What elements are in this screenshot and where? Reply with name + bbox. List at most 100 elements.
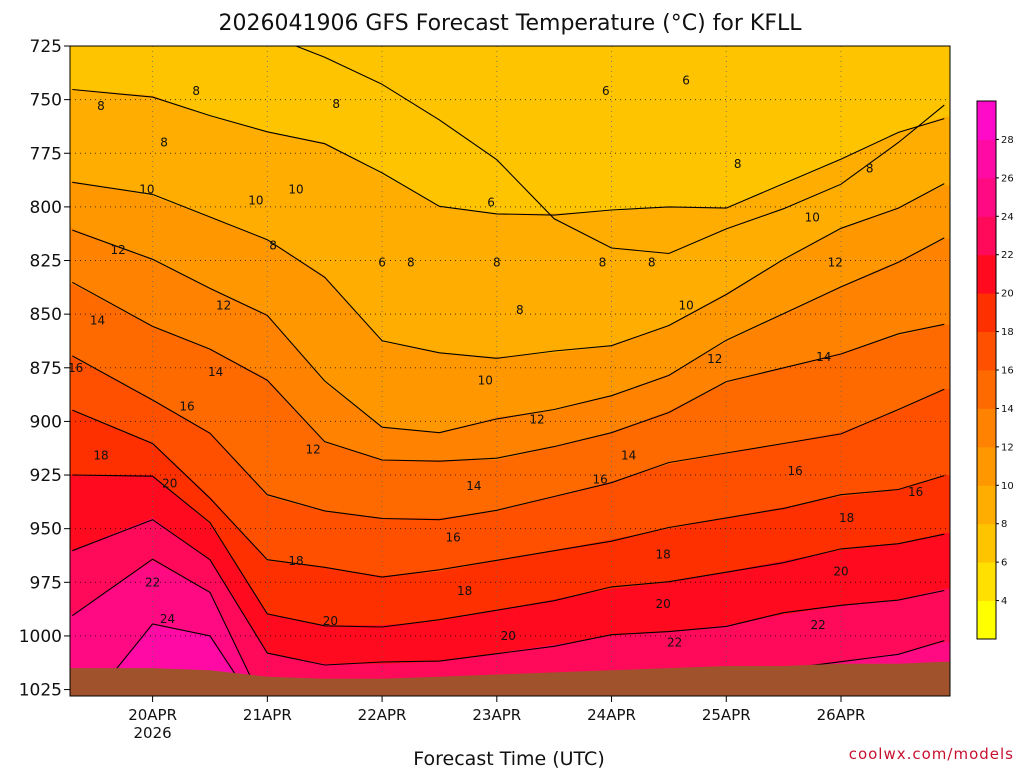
- isotherm-18c: [72, 409, 945, 578]
- credit-text: coolwx.com/models: [849, 745, 1014, 763]
- contour-label: 12: [828, 256, 843, 270]
- contour-label: 6: [682, 73, 690, 87]
- chart-title: 2026041906 GFS Forecast Temperature (°C)…: [218, 11, 802, 36]
- colorbar-label: 14: [1001, 404, 1014, 415]
- colorbar-swatch-10: [977, 446, 996, 486]
- contour-label: 8: [734, 157, 742, 171]
- colorbar-label: 18: [1001, 327, 1014, 338]
- contour-label: 10: [805, 211, 820, 225]
- contour-label: 8: [192, 84, 200, 98]
- contour-label: 14: [466, 479, 481, 493]
- isotherm-14c: [72, 281, 945, 462]
- colorbar-swatch-2: [977, 600, 996, 640]
- colorbar-label: 22: [1001, 250, 1014, 261]
- contour-label: 22: [145, 575, 160, 589]
- contour-label: 20: [833, 565, 848, 579]
- surface-ground: [70, 661, 950, 696]
- isotherm-22c: [72, 519, 945, 666]
- contour-label: 16: [908, 485, 923, 499]
- colorbar-label: 20: [1001, 289, 1014, 300]
- contour-label: 14: [90, 314, 105, 328]
- y-tick-label: 1000: [19, 627, 62, 647]
- contour-label: 12: [111, 243, 126, 257]
- colorbar-label: 4: [1001, 596, 1007, 607]
- colorbar-label: 8: [1001, 519, 1007, 530]
- colorbar-label: 10: [1001, 481, 1014, 492]
- contour-label: 12: [306, 442, 321, 456]
- contour-label: 16: [179, 399, 194, 413]
- contour-label: 10: [678, 299, 693, 313]
- contour-label: 16: [787, 464, 802, 478]
- y-tick-label: 725: [30, 37, 62, 57]
- isotherm-6c: [294, 46, 945, 255]
- contour-label: 6: [378, 256, 386, 270]
- contour-label: 8: [866, 161, 874, 175]
- isotherm-lines: [71, 46, 945, 696]
- y-tick-label: 1025: [19, 681, 62, 701]
- contour-label: 16: [68, 361, 83, 375]
- y-tick-label: 750: [30, 91, 62, 111]
- contour-label: 22: [667, 635, 682, 649]
- contour-label: 8: [516, 303, 524, 317]
- contour-label: 12: [707, 352, 722, 366]
- x-tick-label: 23APR: [472, 706, 521, 724]
- isotherm-12c: [72, 229, 945, 434]
- y-tick-label: 950: [30, 520, 62, 540]
- grid-lines: [70, 45, 950, 696]
- colorbar-label: 12: [1001, 442, 1014, 453]
- y-tick-label: 925: [30, 466, 62, 486]
- contour-label: 20: [323, 614, 338, 628]
- x-tick-label: 25APR: [702, 706, 751, 724]
- colorbar-swatch-24: [977, 177, 996, 217]
- y-tick-label: 800: [30, 198, 62, 218]
- colorbar-label: 28: [1001, 135, 1014, 146]
- isotherm-16c: [72, 355, 945, 521]
- contour-label: 12: [529, 412, 544, 426]
- colorbar-swatch-12: [977, 408, 996, 448]
- contour-label: 8: [599, 256, 607, 270]
- y-tick-label: 900: [30, 412, 62, 432]
- plot-frame: [69, 45, 951, 697]
- contour-label: 10: [288, 183, 303, 197]
- colorbar-swatch-14: [977, 370, 996, 409]
- x-tick-label: 22APR: [358, 706, 407, 724]
- contour-label: 18: [457, 584, 472, 598]
- contour-label: 18: [656, 547, 671, 561]
- contour-label: 8: [269, 239, 277, 253]
- contour-label: 18: [288, 554, 303, 568]
- contour-label: 10: [478, 374, 493, 388]
- contour-label: 14: [621, 449, 636, 463]
- contour-labels: 8 8 8 8 6 6 8 8 10 10 10 6 8 6 8 8 8 8 8 10 12 12 12 10 14 16 14 10…: [68, 73, 923, 649]
- contour-label: 16: [592, 472, 607, 486]
- y-axis: 725 750 775 800 825 850 875 900 925 950 975 1000 102…: [19, 37, 70, 701]
- colorbar-swatch-16: [977, 331, 996, 371]
- x-tick-label: 24APR: [587, 706, 636, 724]
- contour-label: 10: [139, 183, 154, 197]
- contour-label: 8: [332, 97, 340, 111]
- isotherm-20c: [72, 474, 945, 628]
- contour-label: 10: [248, 194, 263, 208]
- isotherm-10c: [72, 181, 945, 359]
- x-tick-label: 21APR: [243, 706, 292, 724]
- colorbar-swatch-26: [977, 139, 996, 179]
- colorbar-swatch-20: [977, 254, 996, 294]
- contour-label: 16: [446, 530, 461, 544]
- contour-label: 18: [93, 449, 108, 463]
- contour-label: 18: [839, 511, 854, 525]
- isotherm-8c: [72, 88, 945, 216]
- y-tick-label: 975: [30, 573, 62, 593]
- contour-label: 14: [208, 365, 223, 379]
- temperature-bands: [70, 46, 950, 696]
- x-tick-sublabel: 2026: [134, 724, 172, 742]
- contour-label: 14: [816, 350, 831, 364]
- contour-label: 20: [162, 477, 177, 491]
- contour-label: 8: [160, 136, 168, 150]
- y-tick-label: 850: [30, 305, 62, 325]
- colorbar-label: 6: [1001, 558, 1007, 569]
- colorbar-label: 16: [1001, 366, 1014, 377]
- x-tick-label: 20APR: [128, 706, 177, 724]
- x-tick-label: 26APR: [817, 706, 866, 724]
- colorbar-swatch-4: [977, 562, 996, 601]
